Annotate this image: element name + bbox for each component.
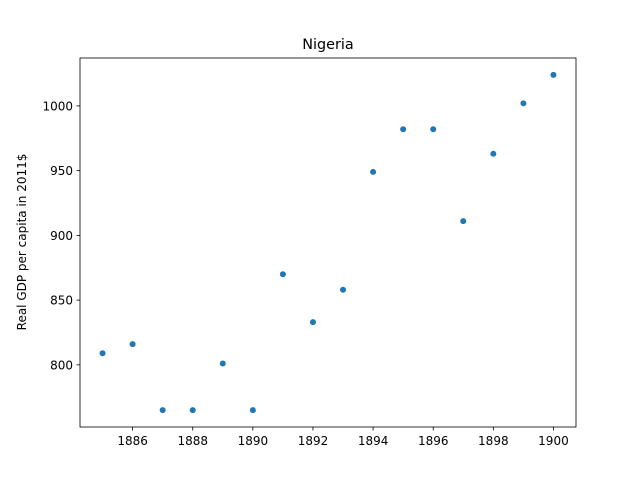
- x-tick-label: 1900: [538, 434, 569, 448]
- y-axis-label: Real GDP per capita in 2011$: [15, 154, 29, 331]
- data-point: [340, 286, 347, 293]
- x-tick-label: 1890: [238, 434, 269, 448]
- chart-title: Nigeria: [302, 37, 354, 53]
- data-point: [490, 150, 497, 157]
- data-point: [370, 168, 377, 175]
- x-tick-label: 1888: [177, 434, 208, 448]
- y-tick-label: 1000: [42, 99, 73, 113]
- data-point: [99, 350, 106, 357]
- data-point: [129, 341, 136, 348]
- y-tick-label: 900: [50, 229, 73, 243]
- x-tick-label: 1896: [418, 434, 449, 448]
- data-point: [189, 407, 196, 414]
- data-point: [249, 407, 256, 414]
- data-point: [159, 407, 166, 414]
- data-point: [550, 71, 557, 78]
- data-point: [520, 100, 527, 107]
- data-point: [430, 126, 437, 133]
- data-point: [219, 360, 226, 367]
- plot-area: 1886 1888 1890 1892 1894 1896 1898 1900 800 850 90…: [42, 57, 577, 448]
- data-point: [400, 126, 407, 133]
- data-point: [309, 319, 316, 326]
- y-tick-label: 800: [50, 358, 73, 372]
- x-tick-label: 1892: [298, 434, 329, 448]
- y-tick-label: 850: [50, 294, 73, 308]
- x-tick-label: 1898: [478, 434, 509, 448]
- x-tick-label: 1894: [358, 434, 389, 448]
- x-tick-label: 1886: [117, 434, 148, 448]
- data-point: [279, 271, 286, 278]
- y-tick-label: 950: [50, 164, 73, 178]
- data-point: [460, 218, 467, 225]
- plot-frame: [79, 57, 577, 428]
